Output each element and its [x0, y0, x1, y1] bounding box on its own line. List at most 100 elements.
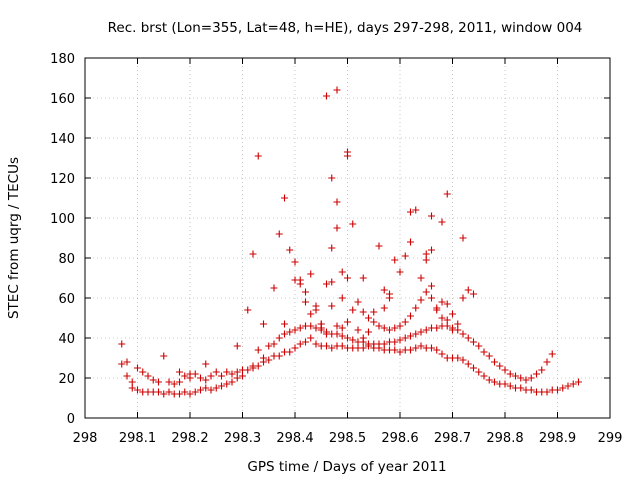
data-point	[443, 322, 451, 330]
y-tick-label: 20	[58, 372, 75, 387]
data-point	[438, 218, 446, 226]
x-tick-label: 298.2	[171, 431, 208, 446]
data-point	[417, 274, 425, 282]
y-tick-label: 40	[58, 332, 75, 347]
data-point	[197, 374, 204, 382]
data-point	[223, 380, 231, 388]
data-point	[307, 322, 315, 330]
data-point	[202, 360, 210, 368]
data-point	[275, 352, 283, 360]
data-point	[286, 246, 294, 254]
data-point	[349, 220, 357, 228]
data-point	[422, 326, 430, 334]
data-point	[417, 342, 425, 350]
data-point	[407, 312, 414, 320]
data-point	[359, 334, 367, 342]
data-point	[328, 244, 336, 252]
data-point	[433, 324, 441, 332]
y-tick-label: 180	[50, 52, 75, 67]
data-point	[354, 326, 362, 334]
data-point	[370, 308, 378, 316]
data-point	[517, 374, 525, 382]
data-point	[144, 372, 152, 380]
data-point	[338, 324, 346, 332]
data-point	[181, 388, 189, 396]
data-point	[338, 342, 346, 350]
data-point	[491, 378, 498, 386]
data-point	[433, 346, 441, 354]
data-point	[202, 376, 210, 384]
data-point	[428, 282, 435, 290]
data-point	[265, 342, 273, 350]
data-point	[212, 368, 220, 376]
data-point	[333, 86, 341, 94]
data-point	[375, 322, 383, 330]
data-point	[328, 174, 336, 182]
data-point	[480, 372, 488, 380]
data-point	[391, 256, 399, 264]
data-point	[281, 194, 288, 202]
data-point	[244, 366, 252, 374]
data-point	[333, 224, 341, 232]
data-point	[485, 376, 493, 384]
y-tick-label: 80	[58, 252, 75, 267]
data-point	[312, 306, 320, 314]
data-point	[197, 386, 204, 394]
data-point	[254, 362, 262, 370]
data-point	[296, 340, 304, 348]
data-point	[207, 372, 215, 380]
data-point	[527, 386, 535, 394]
data-point	[323, 92, 330, 100]
x-tick-label: 298.5	[329, 431, 366, 446]
data-point	[464, 334, 472, 342]
data-point	[443, 300, 451, 308]
data-point	[281, 320, 288, 328]
data-point	[506, 382, 514, 390]
data-point	[407, 346, 414, 354]
data-point	[134, 364, 141, 372]
data-point	[123, 358, 131, 366]
data-point	[302, 288, 309, 296]
data-point	[438, 350, 446, 358]
data-point	[312, 340, 320, 348]
data-point	[396, 336, 404, 344]
data-point	[396, 268, 404, 276]
data-point	[365, 314, 372, 322]
data-point	[323, 330, 330, 338]
data-point	[218, 372, 225, 380]
data-point	[475, 342, 483, 350]
data-point	[186, 390, 194, 398]
data-point	[254, 152, 262, 160]
data-point	[134, 386, 141, 394]
data-point	[407, 332, 414, 340]
data-point	[123, 372, 131, 380]
data-point	[470, 364, 477, 372]
x-tick-label: 298.1	[119, 431, 156, 446]
data-point	[244, 306, 252, 314]
data-point	[328, 344, 336, 352]
x-tick-label: 298.4	[276, 431, 313, 446]
data-point	[260, 354, 267, 362]
chart-title: Rec. brst (Lon=355, Lat=48, h=HE), days …	[108, 20, 583, 36]
data-point	[459, 294, 467, 302]
data-point	[449, 326, 456, 334]
y-tick-label: 160	[50, 92, 75, 107]
data-point	[338, 268, 346, 276]
data-point	[407, 208, 414, 216]
data-point	[443, 190, 451, 198]
y-tick-label: 140	[50, 132, 75, 147]
data-point	[380, 304, 388, 312]
data-point	[428, 212, 435, 220]
data-point	[438, 314, 446, 322]
data-point	[412, 206, 420, 214]
data-point	[412, 330, 420, 338]
data-point	[333, 322, 341, 330]
x-tick-labels: 298 298.1 298.2 298.3 298.4 298.5 298.6 298.7 29…	[73, 431, 623, 446]
data-point	[428, 344, 435, 352]
data-point	[501, 380, 509, 388]
data-point	[333, 330, 341, 338]
data-point	[296, 324, 304, 332]
data-point	[386, 326, 393, 334]
data-point	[554, 386, 561, 394]
data-point	[491, 358, 498, 366]
